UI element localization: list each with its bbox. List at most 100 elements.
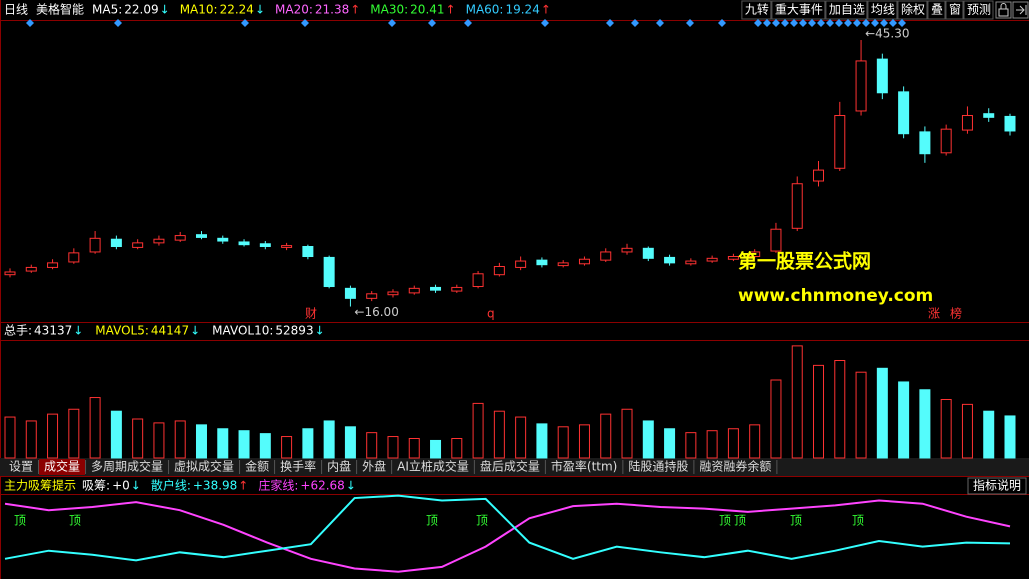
- ma-label: MA5:: [92, 3, 122, 17]
- candle-body: [238, 241, 250, 246]
- indicator-tab[interactable]: 金额: [245, 459, 269, 474]
- volume-bar: [983, 410, 995, 459]
- volume-bar: [685, 432, 697, 459]
- button-frame[interactable]: [867, 0, 898, 20]
- lock-icon[interactable]: [995, 1, 1012, 19]
- volume-bar: [174, 420, 186, 459]
- volume-bar: [664, 428, 676, 459]
- candle-body: [366, 293, 378, 299]
- ma-arrow: ↑: [350, 3, 360, 17]
- ind-label: 庄家线:: [258, 478, 298, 493]
- button-frame[interactable]: [963, 0, 994, 20]
- candle-body: [855, 60, 867, 112]
- volume-bar: [47, 413, 59, 459]
- signal-diamond: [880, 19, 888, 27]
- indicator-tab[interactable]: AI立桩成交量: [397, 459, 469, 474]
- button-frame[interactable]: [945, 0, 964, 20]
- volume-bar: [472, 402, 484, 459]
- volume-bar: [217, 428, 229, 459]
- candle-body: [153, 238, 165, 244]
- candle-body: [110, 238, 122, 247]
- exit-icon[interactable]: [1012, 1, 1029, 19]
- toolbar-button[interactable]: 窗: [949, 3, 961, 17]
- signal-diamond: [889, 19, 897, 27]
- candle-body: [451, 286, 463, 292]
- watermark-title: 第一股票公式网: [738, 250, 871, 273]
- volume-bar: [132, 418, 144, 459]
- signal-diamond: [772, 19, 780, 27]
- help-frame[interactable]: [967, 477, 1027, 495]
- candle-body: [217, 237, 229, 242]
- volume-bar: [940, 399, 952, 459]
- event-marker[interactable]: q: [487, 307, 495, 321]
- toolbar-button[interactable]: 预测: [967, 3, 991, 17]
- event-marker[interactable]: 榜: [950, 306, 962, 321]
- volume-bar: [430, 439, 442, 459]
- ind-label: 吸筹:: [82, 479, 110, 493]
- candle-body: [68, 252, 80, 263]
- toolbar-button[interactable]: 九转: [745, 2, 769, 17]
- indicator-tab[interactable]: 多周期成交量: [91, 459, 163, 474]
- indicator-tab[interactable]: 虚拟成交量: [174, 459, 234, 474]
- vol-label: 总手:: [4, 324, 32, 338]
- watermark-url: www.chnmoney.com: [738, 286, 933, 306]
- candle-body: [259, 243, 271, 248]
- low-annotation: ←16.00: [354, 305, 398, 319]
- signal-diamond: [718, 19, 726, 27]
- candle-body: [25, 266, 37, 272]
- top-signal: 顶: [69, 514, 81, 528]
- button-frame[interactable]: [825, 0, 868, 20]
- volume-bar: [281, 436, 293, 459]
- indicator-tab[interactable]: 陆股通持股: [628, 459, 688, 474]
- candle-body: [47, 262, 59, 268]
- vol-label: MAVOL5:: [95, 324, 149, 338]
- help-button[interactable]: 指标说明: [973, 478, 1021, 493]
- signal-diamond: [853, 19, 861, 27]
- indicator-tab[interactable]: 内盘: [327, 459, 351, 474]
- candle-body: [834, 115, 846, 169]
- ma-label: MA20:: [275, 3, 313, 17]
- vol-label: MAVOL10:: [212, 324, 273, 338]
- ma-label: MA10:: [180, 3, 218, 17]
- signal-diamond: [606, 19, 614, 27]
- button-frame[interactable]: [771, 0, 826, 20]
- top-signal: 顶: [719, 514, 731, 528]
- indicator-tab[interactable]: 融资融券余额: [699, 459, 771, 474]
- indicator-tab[interactable]: 市盈率(ttm): [551, 459, 617, 474]
- button-frame[interactable]: [927, 0, 946, 20]
- signal-diamond: [871, 19, 879, 27]
- volume-bar: [557, 426, 569, 459]
- toolbar-button[interactable]: 加自选: [829, 3, 865, 17]
- candle-body: [323, 256, 335, 288]
- ind-value: +62.68: [300, 479, 344, 493]
- signal-diamond: [808, 19, 816, 27]
- indicator-tab[interactable]: 盘后成交量: [480, 459, 540, 474]
- toolbar-button[interactable]: 均线: [871, 3, 895, 17]
- volume-bar: [408, 438, 420, 459]
- candle-body: [4, 271, 16, 276]
- ma-value: 22.09: [124, 3, 158, 17]
- indicator-tab[interactable]: 换手率: [280, 459, 316, 474]
- button-frame[interactable]: [897, 0, 928, 20]
- candle-body: [557, 262, 569, 267]
- candle-body: [791, 183, 803, 229]
- candle-body: [578, 258, 590, 265]
- toolbar-button[interactable]: 重大事件: [775, 3, 823, 17]
- button-frame[interactable]: [741, 0, 772, 20]
- top-signal: 顶: [734, 514, 746, 528]
- candle-body: [983, 113, 995, 118]
- volume-bar: [536, 423, 548, 459]
- indicator-tab[interactable]: 成交量: [44, 459, 80, 474]
- volume-bar: [919, 389, 931, 459]
- candle-body: [536, 259, 548, 266]
- candle-body: [195, 234, 207, 238]
- indicator-tab[interactable]: 外盘: [362, 459, 386, 474]
- toolbar-button[interactable]: 除权: [901, 2, 925, 17]
- indicator-tab[interactable]: 设置: [9, 460, 33, 474]
- volume-bar: [153, 422, 165, 459]
- candle-body: [1004, 115, 1016, 132]
- toolbar-button[interactable]: 叠: [931, 3, 943, 17]
- indicator-line: [4, 494, 1011, 562]
- event-marker[interactable]: 财: [305, 307, 317, 321]
- event-marker[interactable]: 涨: [928, 306, 940, 321]
